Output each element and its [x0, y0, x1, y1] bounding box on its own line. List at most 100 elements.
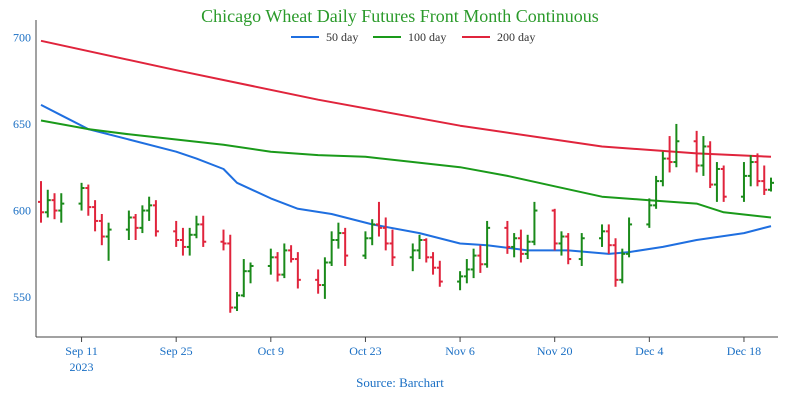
ohlc-bar: [768, 177, 774, 192]
ohlc-bar: [274, 252, 281, 282]
ohlc-bar: [504, 220, 511, 254]
series-line-200-day: [40, 39, 772, 158]
x-tick-label: Nov 6: [445, 344, 475, 358]
x-tick-label: Oct 9: [258, 344, 284, 358]
ohlc-bar: [646, 198, 653, 228]
ohlc-bar: [375, 201, 382, 237]
ohlc-bar: [125, 210, 132, 240]
ohlc-bar: [315, 269, 322, 294]
ohlc-bar: [409, 243, 416, 272]
legend-label-200-day: 200 day: [497, 30, 535, 44]
ohlc-bar: [531, 201, 538, 246]
ohlc-bar: [578, 233, 585, 266]
ohlc-bar: [457, 271, 464, 291]
ohlc-bar: [152, 200, 159, 237]
moving-average-lines: [40, 39, 772, 255]
y-tick-label: 600: [13, 204, 31, 218]
ohlc-bar: [747, 155, 754, 187]
ohlc-bar: [693, 130, 700, 173]
x-tick-label: Oct 23: [349, 344, 381, 358]
chart-title: Chicago Wheat Daily Futures Front Month …: [201, 6, 599, 26]
series-line-50-day: [40, 104, 772, 255]
ohlc-bar: [85, 184, 92, 216]
ohlc-bar: [58, 193, 65, 223]
ohlc-bar: [139, 205, 146, 234]
ohlc-bar: [369, 219, 376, 246]
y-tick-label: 650: [13, 117, 31, 131]
ohlc-bar: [321, 257, 328, 299]
y-tick-label: 700: [13, 30, 31, 44]
ohlc-bar: [186, 227, 193, 256]
x-tick-label: Sep 11: [65, 344, 98, 358]
ohlc-bar: [754, 153, 761, 187]
ohlc-bars: [38, 123, 774, 313]
x-tick-label: Dec 4: [635, 344, 663, 358]
ohlc-bar: [382, 217, 389, 251]
ohlc-bar: [267, 248, 274, 275]
ohlc-bar: [612, 238, 619, 287]
ohlc-bar: [470, 248, 477, 279]
ohlc-bar: [132, 214, 139, 240]
ohlc-bar: [653, 175, 660, 209]
ohlc-bar: [38, 181, 44, 223]
axes: [35, 20, 778, 338]
ohlc-bar: [517, 229, 524, 263]
x-tick-label: Dec 18: [727, 344, 761, 358]
ohlc-bar: [666, 136, 673, 173]
ohlc-bar: [294, 252, 301, 289]
ohlc-bar: [673, 123, 680, 168]
ohlc-bar: [558, 231, 565, 256]
ohlc-bar: [44, 189, 51, 218]
ohlc-bar: [423, 238, 430, 263]
y-tick-label: 550: [13, 290, 31, 304]
ohlc-bar: [477, 245, 484, 273]
ohlc-bar: [430, 252, 437, 275]
ohlc-bar: [240, 259, 247, 298]
ohlc-bar: [619, 248, 626, 284]
legend-label-100-day: 100 day: [408, 30, 446, 44]
series-line-100-day: [40, 119, 772, 219]
ohlc-bar: [707, 141, 714, 189]
ohlc-bar: [605, 224, 612, 254]
ohlc-bar: [281, 243, 288, 279]
ohlc-bar: [51, 193, 58, 220]
ohlc-bar: [227, 234, 234, 313]
ohlc-bar: [78, 182, 85, 211]
ohlc-bar: [362, 231, 369, 260]
ohlc-bar: [220, 229, 227, 251]
ohlc-bar: [288, 245, 295, 263]
ohlc-bar: [416, 234, 423, 260]
legend-label-50-day: 50 day: [326, 30, 358, 44]
x-tick-labels: Sep 11 2023 Sep 25 Oct 9 Oct 23 Nov 6 Nov 20 De…: [65, 337, 761, 374]
legend: 50 day 100 day 200 day: [291, 30, 535, 44]
ohlc-bar: [105, 222, 112, 261]
ohlc-bar: [565, 233, 572, 265]
ohlc-bar: [342, 227, 349, 266]
ohlc-bar: [200, 215, 207, 247]
ohlc-bar: [551, 208, 558, 251]
ohlc-bar: [234, 291, 241, 312]
x-tick-label: Sep 25: [160, 344, 193, 358]
source-caption: Source: Barchart: [356, 375, 444, 390]
ohlc-bar: [761, 165, 768, 195]
ohlc-bar: [179, 227, 186, 256]
ohlc-bar: [98, 214, 105, 246]
ohlc-bar: [659, 151, 666, 187]
ohlc-bar: [740, 162, 747, 202]
ohlc-bar: [511, 233, 518, 258]
ohlc-bar: [328, 231, 335, 266]
ohlc-bar: [389, 229, 396, 266]
y-tick-labels: 550 600 650 700: [13, 30, 31, 304]
ohlc-bar: [173, 220, 180, 247]
ohlc-bar: [484, 220, 491, 268]
ohlc-bar: [193, 215, 200, 239]
ohlc-bar: [700, 136, 707, 176]
ohlc-bar: [335, 222, 342, 249]
ohlc-bar: [626, 217, 633, 258]
ohlc-bar: [146, 196, 153, 221]
x-tick-year-label: 2023: [70, 360, 94, 374]
ohlc-bar: [463, 259, 470, 284]
ohlc-bar: [436, 260, 443, 287]
ohlc-bar: [524, 234, 531, 260]
